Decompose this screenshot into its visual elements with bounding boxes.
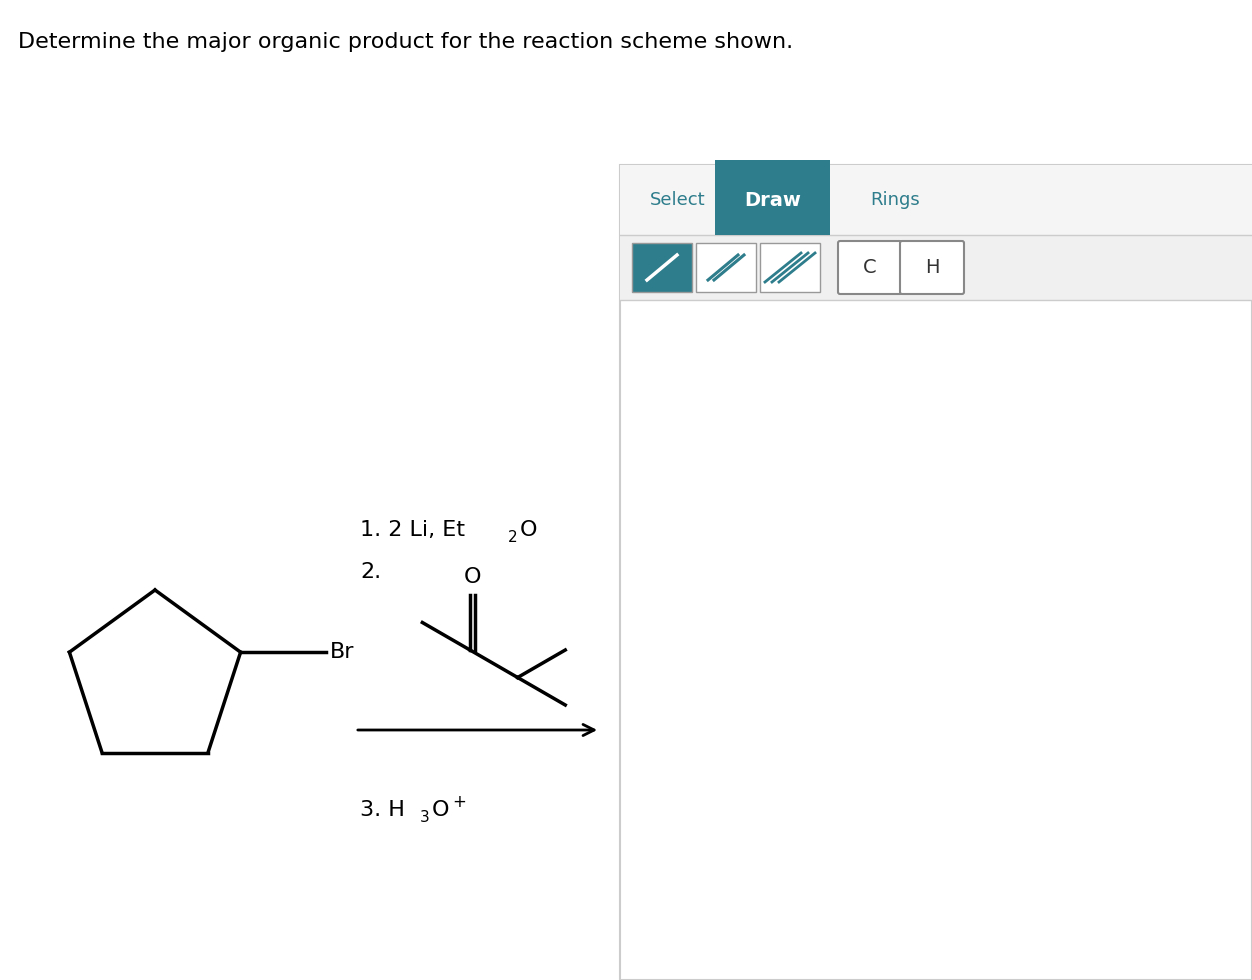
Text: Draw: Draw [744,190,801,210]
Text: O: O [520,520,537,540]
Text: Br: Br [329,642,354,662]
Text: H: H [925,258,939,277]
Text: Select: Select [650,191,706,209]
FancyBboxPatch shape [900,241,964,294]
Bar [632,243,692,292]
Bar [620,165,1252,235]
Text: O: O [463,567,481,587]
Text: 2.: 2. [361,562,381,582]
Text: Determine the major organic product for the reaction scheme shown.: Determine the major organic product for … [18,32,793,52]
Text: C: C [863,258,876,277]
Text: 3. H: 3. H [361,800,404,820]
Text: 2: 2 [508,529,517,545]
Text: Rings: Rings [870,191,920,209]
Bar [620,235,1252,300]
Text: O: O [432,800,449,820]
Bar [620,165,1252,980]
Text: 3: 3 [419,809,429,824]
Bar [760,243,820,292]
Bar [696,243,756,292]
FancyBboxPatch shape [838,241,901,294]
Text: 1. 2 Li, Et: 1. 2 Li, Et [361,520,464,540]
Text: +: + [452,793,466,811]
Bar [715,160,830,235]
